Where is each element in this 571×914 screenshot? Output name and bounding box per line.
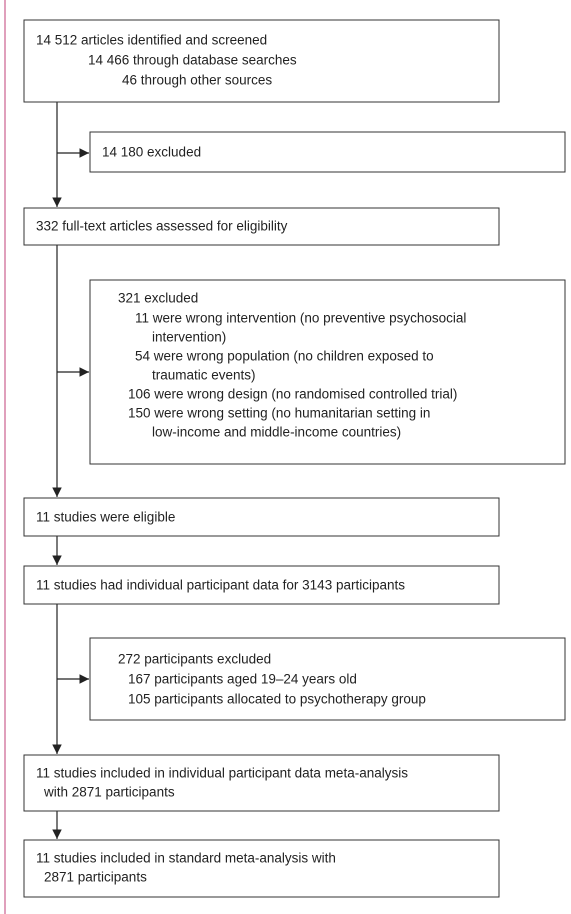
box-text: 11 studies had individual participant da… <box>36 578 405 593</box>
box <box>23 207 500 246</box>
box-text: 11 studies included in individual partic… <box>36 766 408 781</box>
box <box>23 839 500 898</box>
box-text: 2871 participants <box>44 870 147 885</box>
box-text: 332 full-text articles assessed for elig… <box>36 219 288 234</box>
box <box>23 497 500 537</box>
connectors <box>52 102 89 839</box>
box <box>23 565 500 605</box>
box-text: intervention) <box>152 330 226 345</box>
box-text: 11 were wrong intervention (no preventiv… <box>135 311 466 326</box>
box <box>89 279 566 465</box>
box <box>23 754 500 812</box>
box-text: 272 participants excluded <box>118 652 271 667</box>
box-text: 106 were wrong design (no randomised con… <box>128 387 457 402</box>
box-text: 167 participants aged 19–24 years old <box>128 672 357 687</box>
box-text: 14 512 articles identified and screened <box>36 33 267 48</box>
box-text: 14 466 through database searches <box>88 53 297 68</box>
box-text: 11 studies included in standard meta-ana… <box>36 851 336 866</box>
box-text: 150 were wrong setting (no humanitarian … <box>128 406 430 421</box>
box <box>89 637 566 721</box>
box-text: 54 were wrong population (no children ex… <box>135 349 434 364</box>
box <box>23 19 500 103</box>
box-text: 321 excluded <box>118 291 198 306</box>
box-text: 14 180 excluded <box>102 145 201 160</box>
box <box>89 131 566 173</box>
box-text: traumatic events) <box>152 368 256 383</box>
box-text: 46 through other sources <box>122 73 272 88</box>
box-text: 11 studies were eligible <box>36 510 175 525</box>
box-text: with 2871 participants <box>43 785 175 800</box>
box-text: low-income and middle-income countries) <box>152 425 401 440</box>
box-text: 105 participants allocated to psychother… <box>128 692 426 707</box>
